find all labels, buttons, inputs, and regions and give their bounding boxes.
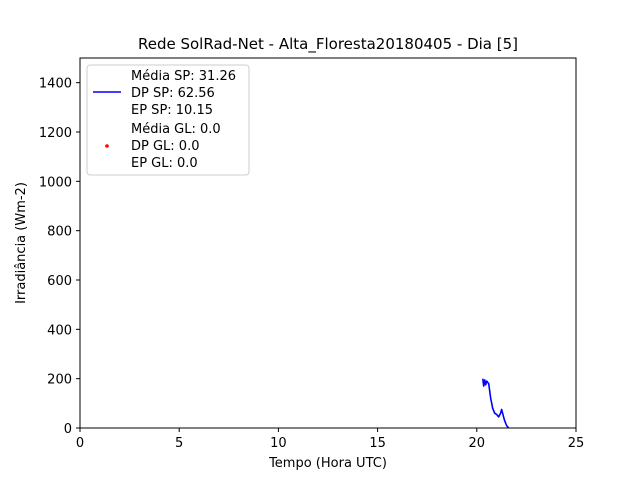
y-tick-label: 0 — [64, 422, 72, 437]
x-tick-label: 20 — [469, 436, 486, 451]
series-line-sp — [482, 378, 510, 429]
legend-gl-point-marker — [105, 144, 109, 148]
y-tick-label: 600 — [47, 274, 72, 289]
series-layer — [482, 378, 510, 429]
x-tick-label: 15 — [369, 436, 386, 451]
legend-gl-se: EP GL: 0.0 — [131, 156, 198, 171]
chart-title: Rede SolRad-Net - Alta_Floresta20180405 … — [138, 35, 518, 54]
y-tick-label: 1400 — [39, 77, 72, 92]
legend-gl-sd: DP GL: 0.0 — [131, 139, 200, 154]
y-tick-label: 400 — [47, 323, 72, 338]
x-tick-label: 10 — [270, 436, 287, 451]
legend-box — [86, 64, 250, 176]
y-axis-ticks: 0 200 400 600 800 1000 1200 1400 — [39, 77, 80, 437]
legend-sp-sd: DP SP: 62.56 — [131, 86, 215, 101]
x-tick-label: 5 — [175, 436, 183, 451]
x-axis-label: Tempo (Hora UTC) — [268, 456, 387, 471]
x-tick-label: 0 — [76, 436, 84, 451]
x-axis-ticks: 0 5 10 15 20 25 — [76, 428, 584, 451]
legend-gl-mean: Média GL: 0.0 — [131, 122, 221, 137]
legend-sp-se: EP SP: 10.15 — [131, 103, 213, 118]
y-tick-label: 1200 — [39, 126, 72, 141]
legend-sp-mean: Média SP: 31.26 — [131, 69, 236, 84]
legend: Média SP: 31.26 DP SP: 62.56 EP SP: 10.1… — [86, 64, 250, 176]
y-tick-label: 800 — [47, 225, 72, 240]
x-tick-label: 25 — [568, 436, 585, 451]
y-tick-label: 200 — [47, 373, 72, 388]
y-axis-label: Irradiância (Wm-2) — [14, 182, 29, 304]
plot-frame — [79, 57, 577, 429]
y-tick-label: 1000 — [39, 175, 72, 190]
